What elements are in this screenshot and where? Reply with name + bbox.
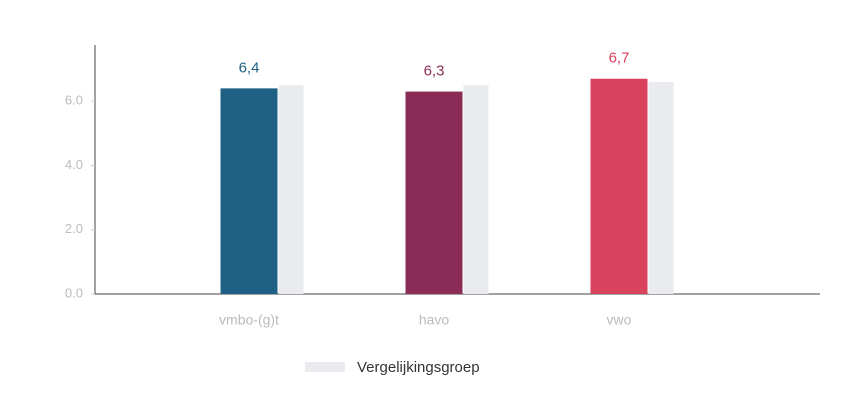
bar xyxy=(590,78,648,295)
x-tick-label: vwo xyxy=(607,312,632,328)
comparison-bar xyxy=(648,81,674,294)
value-label: 6,4 xyxy=(239,59,260,76)
y-tick-label: 6.0 xyxy=(65,93,83,108)
comparison-bar xyxy=(463,85,489,295)
x-tick-label: vmbo-(g)t xyxy=(219,312,279,328)
value-label: 6,7 xyxy=(609,50,630,67)
bar xyxy=(405,91,463,294)
y-tick-label: 2.0 xyxy=(65,221,83,236)
legend-label: Vergelijkingsgroep xyxy=(357,359,480,376)
value-label: 6,3 xyxy=(424,63,445,80)
y-tick-label: 4.0 xyxy=(65,157,83,172)
x-tick-label: havo xyxy=(419,312,450,328)
legend-swatch xyxy=(305,362,345,372)
y-tick-label: 0.0 xyxy=(65,285,83,300)
comparison-bar xyxy=(278,85,304,295)
bar xyxy=(220,88,278,294)
